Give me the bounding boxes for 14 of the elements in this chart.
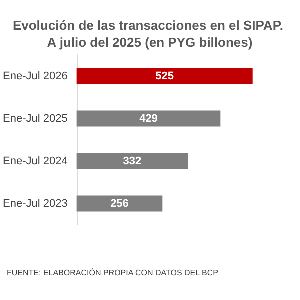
y-tick-label: Ene-Jul 2024	[2, 155, 68, 168]
data-label: 256	[110, 198, 129, 210]
y-tick-label: Ene-Jul 2025	[2, 112, 68, 125]
data-label: 332	[123, 155, 142, 168]
bar	[76, 153, 188, 170]
source-note: FUENTE: ELABORACIÓN PROPIA CON DATOS DEL BCP	[7, 268, 218, 278]
data-label: 429	[140, 112, 158, 125]
data-label: 525	[156, 70, 174, 82]
chart-title: Evolución de las transacciones en el SIPAP. A julio del 2025 (en PYG billones)	[12, 18, 288, 50]
bar	[76, 110, 221, 127]
y-tick-label: Ene-Jul 2023	[2, 198, 68, 210]
bar	[76, 196, 163, 212]
y-tick-label: Ene-Jul 2026	[2, 70, 68, 82]
bar	[76, 68, 253, 84]
